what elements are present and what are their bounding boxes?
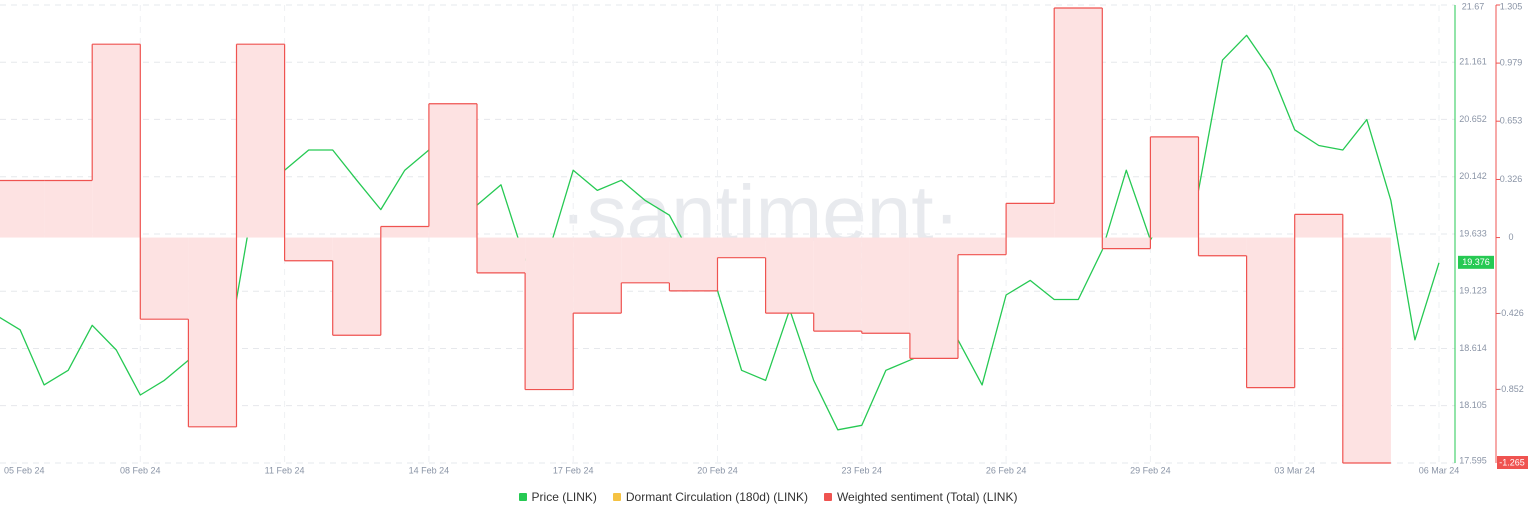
legend-label: Dormant Circulation (180d) (LINK) bbox=[625, 490, 808, 504]
y2-tick-label: 0.979 bbox=[1500, 57, 1523, 67]
x-tick-label: 03 Mar 24 bbox=[1274, 465, 1315, 475]
sentiment-area bbox=[284, 237, 333, 261]
y-tick-label: 21.67 bbox=[1462, 1, 1485, 11]
y2-tick-label: 0 bbox=[1508, 232, 1513, 242]
sentiment-area bbox=[1198, 237, 1247, 256]
sentiment-area bbox=[717, 237, 766, 258]
legend-label: Weighted sentiment (Total) (LINK) bbox=[836, 490, 1018, 504]
x-tick-label: 20 Feb 24 bbox=[697, 465, 738, 475]
sentiment-area bbox=[1294, 214, 1343, 238]
sentiment-area bbox=[92, 44, 141, 238]
x-tick-label: 05 Feb 24 bbox=[4, 465, 45, 475]
y-tick-label: 20.142 bbox=[1459, 171, 1487, 181]
y2-tick-label: -0.426 bbox=[1498, 308, 1524, 318]
legend-swatch bbox=[518, 493, 527, 501]
sentiment-area bbox=[1150, 136, 1199, 238]
x-tick-label: 06 Mar 24 bbox=[1419, 465, 1460, 475]
y-tick-label: 17.595 bbox=[1459, 455, 1487, 465]
legend-item[interactable]: Weighted sentiment (Total) (LINK) bbox=[823, 490, 1018, 504]
sentiment-area bbox=[1342, 237, 1391, 463]
chart: ·santiment· 21.6721.16120.65220.14219.63… bbox=[0, 1, 1528, 475]
sentiment-area bbox=[0, 180, 45, 238]
sentiment-area bbox=[188, 237, 237, 427]
y-tick-label: 18.105 bbox=[1459, 400, 1487, 410]
y2-tick-label: 0.653 bbox=[1500, 116, 1523, 126]
y-tick-label: 21.161 bbox=[1459, 57, 1487, 67]
sentiment-area bbox=[140, 237, 189, 320]
sentiment-area bbox=[1246, 237, 1295, 388]
y2-tick-label: -0.852 bbox=[1498, 384, 1524, 394]
sentiment-area bbox=[332, 237, 381, 336]
sentiment-area bbox=[1054, 8, 1103, 238]
sentiment-area bbox=[428, 103, 477, 238]
x-tick-label: 17 Feb 24 bbox=[553, 465, 594, 475]
x-tick-label: 23 Feb 24 bbox=[842, 465, 883, 475]
sentiment-area bbox=[525, 237, 574, 390]
x-tick-label: 08 Feb 24 bbox=[120, 465, 161, 475]
sentiment-area bbox=[813, 237, 862, 332]
legend-item[interactable]: Dormant Circulation (180d) (LINK) bbox=[612, 490, 808, 504]
legend-label: Price (LINK) bbox=[531, 490, 597, 504]
legend-swatch bbox=[823, 493, 832, 501]
legend-swatch bbox=[612, 493, 621, 501]
y-tick-label: 18.614 bbox=[1459, 343, 1487, 353]
legend-item[interactable]: Price (LINK) bbox=[518, 490, 597, 504]
value-badge bbox=[1497, 456, 1528, 469]
sentiment-area bbox=[861, 237, 910, 334]
sentiment-area bbox=[765, 237, 814, 314]
sentiment-area bbox=[669, 237, 718, 291]
y2-tick-label: 0.326 bbox=[1500, 174, 1523, 184]
y-tick-label: 19.633 bbox=[1459, 228, 1487, 238]
sentiment-area bbox=[573, 237, 622, 314]
legend: Price (LINK) Dormant Circulation (180d) (… bbox=[0, 490, 1536, 504]
value-badge bbox=[1458, 255, 1494, 269]
sentiment-area bbox=[1006, 203, 1055, 238]
sentiment-area bbox=[958, 237, 1007, 255]
value-label: 19.376 bbox=[1462, 257, 1490, 267]
sentiment-area bbox=[1102, 237, 1151, 249]
y-tick-label: 20.652 bbox=[1459, 114, 1487, 124]
sentiment-area bbox=[909, 237, 958, 359]
sentiment-area bbox=[44, 180, 93, 238]
x-tick-label: 14 Feb 24 bbox=[409, 465, 450, 475]
y-tick-label: 19.123 bbox=[1459, 286, 1487, 296]
x-tick-label: 11 Feb 24 bbox=[265, 465, 305, 475]
sentiment-area bbox=[621, 237, 670, 283]
y2-tick-label: 1.305 bbox=[1500, 1, 1523, 11]
value-label: -1.265 bbox=[1499, 457, 1525, 467]
sentiment-area bbox=[380, 226, 429, 238]
x-tick-label: 26 Feb 24 bbox=[986, 465, 1027, 475]
sentiment-area bbox=[477, 237, 526, 273]
x-tick-label: 29 Feb 24 bbox=[1130, 465, 1171, 475]
sentiment-area bbox=[236, 44, 285, 238]
